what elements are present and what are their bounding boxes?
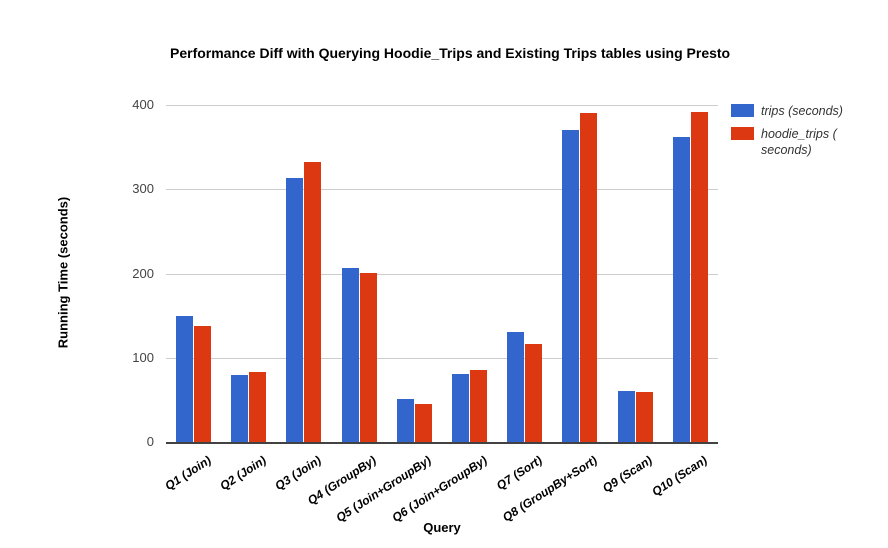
bar-group-5 <box>387 105 442 442</box>
bar-trips-q9 <box>617 391 635 442</box>
bar-group-7 <box>497 105 552 442</box>
bar-trips-q8 <box>562 130 580 442</box>
gridline-200 <box>166 273 718 275</box>
legend-swatch-icon <box>731 104 754 117</box>
y-tick-label-0: 0 <box>146 434 154 449</box>
bar-group-9 <box>608 105 663 442</box>
gridline-100 <box>166 357 718 359</box>
y-tick-label-100: 100 <box>132 349 154 365</box>
bar-hoodie_trips-q5 <box>414 404 432 442</box>
y-tick-label-400: 400 <box>132 97 154 112</box>
bar-group-10 <box>663 105 718 442</box>
bar-hoodie_trips-q6 <box>470 370 488 442</box>
plot-area <box>166 105 718 444</box>
legend-label: trips (seconds) <box>761 104 843 118</box>
bar-trips-q1 <box>176 315 194 442</box>
legend: trips (seconds) hoodie_trips ( seconds) <box>731 103 881 165</box>
y-axis-title: Running Time (seconds) <box>55 196 71 349</box>
x-axis-title: Query <box>423 520 461 535</box>
bar-group-3 <box>276 105 331 442</box>
bar-trips-q5 <box>396 399 414 442</box>
y-tick-label-300: 300 <box>132 181 154 197</box>
bar-trips-q3 <box>286 178 304 442</box>
bar-group-1 <box>166 105 221 442</box>
legend-label: hoodie_trips ( seconds) <box>761 127 837 157</box>
bar-trips-q6 <box>452 373 470 442</box>
bar-group-2 <box>221 105 276 442</box>
y-tick-label-200: 200 <box>132 265 154 281</box>
bar-hoodie_trips-q8 <box>580 113 598 442</box>
chart-title: Performance Diff with Querying Hoodie_Tr… <box>170 45 731 61</box>
gridline-300 <box>166 189 718 191</box>
gridline-400 <box>166 105 718 106</box>
bar-group-8 <box>552 105 607 442</box>
bar-hoodie_trips-q10 <box>690 111 708 442</box>
bar-hoodie_trips-q1 <box>194 325 212 442</box>
bar-trips-q10 <box>672 137 690 442</box>
legend-item-1: trips (seconds) <box>731 103 881 119</box>
bar-trips-q2 <box>231 374 249 442</box>
bar-group-4 <box>332 105 387 442</box>
bar-hoodie_trips-q4 <box>359 272 377 442</box>
bar-hoodie_trips-q2 <box>249 372 267 442</box>
bar-hoodie_trips-q9 <box>635 392 653 442</box>
bar-hoodie_trips-q3 <box>304 162 322 442</box>
bar-hoodie_trips-q7 <box>525 344 543 442</box>
bar-trips-q7 <box>507 332 525 442</box>
bar-group-6 <box>442 105 497 442</box>
bar-trips-q4 <box>341 267 359 442</box>
legend-swatch-icon <box>731 127 754 140</box>
legend-item-2: hoodie_trips ( seconds) <box>731 126 881 158</box>
